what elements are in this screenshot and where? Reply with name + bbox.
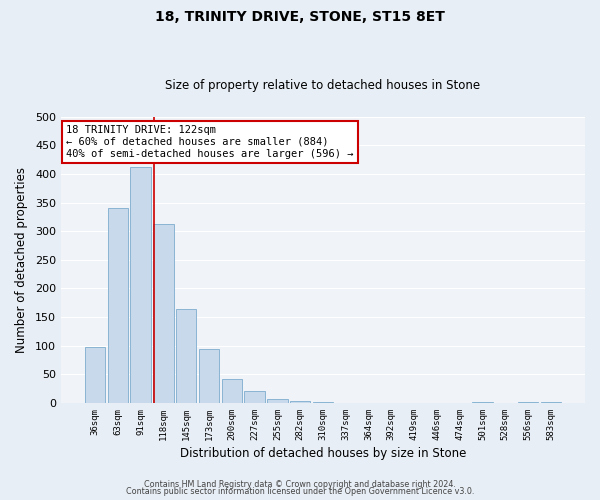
Bar: [267, 399, 287, 403]
Bar: [199, 349, 219, 403]
Bar: [176, 309, 196, 403]
Bar: [85, 348, 105, 403]
Bar: [107, 208, 128, 403]
Title: Size of property relative to detached houses in Stone: Size of property relative to detached ho…: [166, 79, 481, 92]
Text: Contains HM Land Registry data © Crown copyright and database right 2024.: Contains HM Land Registry data © Crown c…: [144, 480, 456, 489]
Bar: [244, 392, 265, 403]
Bar: [221, 379, 242, 403]
Text: 18, TRINITY DRIVE, STONE, ST15 8ET: 18, TRINITY DRIVE, STONE, ST15 8ET: [155, 10, 445, 24]
Text: 18 TRINITY DRIVE: 122sqm
← 60% of detached houses are smaller (884)
40% of semi-: 18 TRINITY DRIVE: 122sqm ← 60% of detach…: [66, 126, 353, 158]
Bar: [541, 402, 561, 403]
Bar: [472, 402, 493, 403]
Bar: [290, 401, 310, 403]
Text: Contains public sector information licensed under the Open Government Licence v3: Contains public sector information licen…: [126, 488, 474, 496]
Bar: [130, 166, 151, 403]
Bar: [518, 402, 538, 403]
Bar: [153, 224, 173, 403]
Bar: [313, 402, 333, 403]
Y-axis label: Number of detached properties: Number of detached properties: [15, 167, 28, 353]
X-axis label: Distribution of detached houses by size in Stone: Distribution of detached houses by size …: [180, 447, 466, 460]
